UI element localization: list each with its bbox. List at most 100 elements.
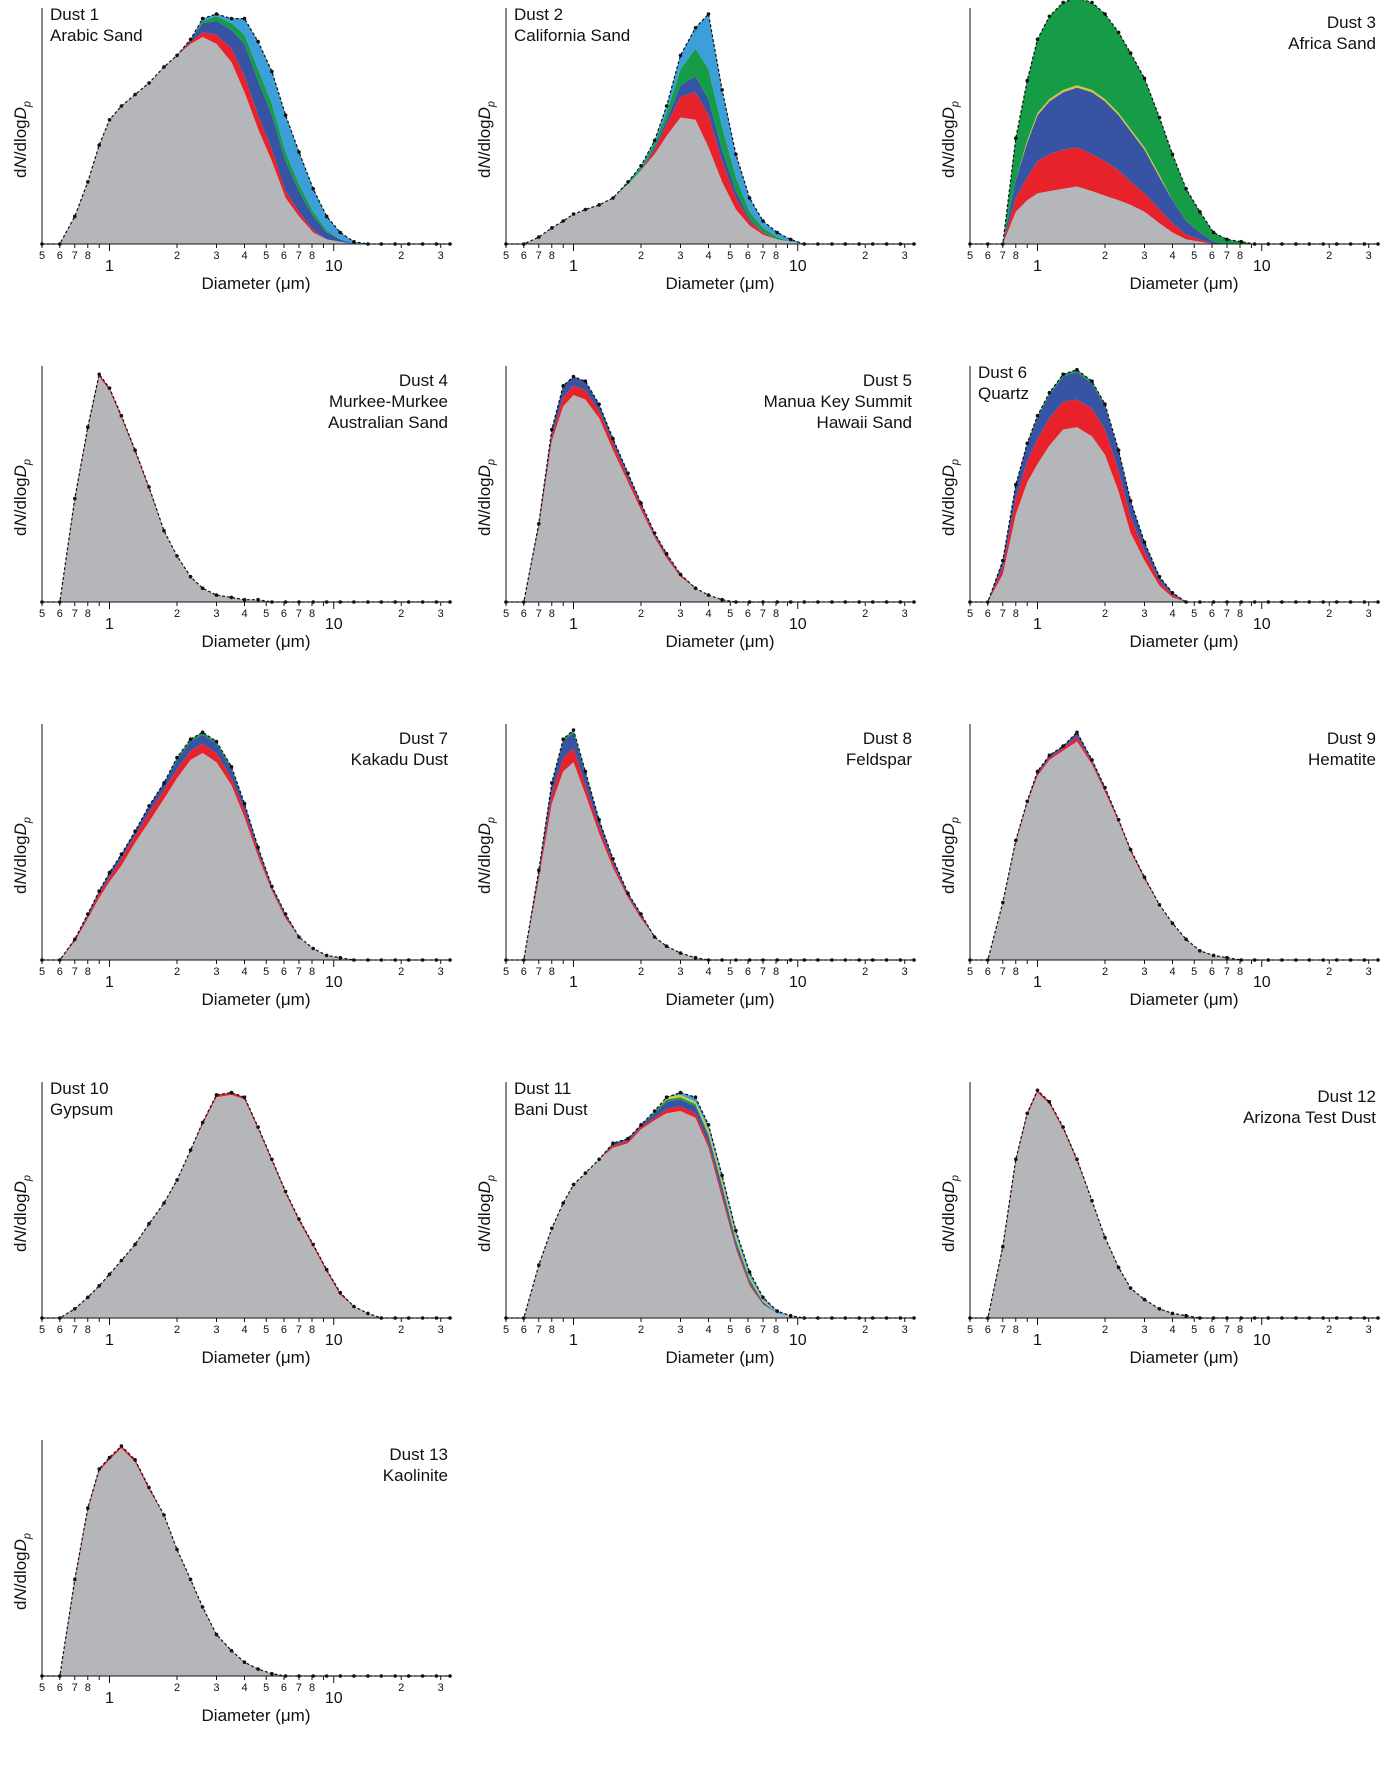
data-point	[1142, 76, 1147, 81]
area-layer-lightblue	[506, 14, 914, 244]
data-point	[626, 1136, 630, 1141]
x-tick-label: 4	[1169, 250, 1175, 262]
data-point	[188, 37, 193, 42]
x-tick-label: 3	[438, 1324, 444, 1336]
data-point	[1128, 847, 1133, 852]
x-tick-label: 2	[862, 250, 868, 262]
x-tick-label: 4	[1169, 966, 1175, 978]
x-tick-label: 2	[174, 966, 180, 978]
x-tick-label: 6	[745, 608, 751, 620]
data-point	[147, 81, 151, 85]
data-point	[1061, 744, 1065, 748]
data-point	[256, 845, 260, 850]
data-point	[1116, 817, 1121, 822]
x-tick-label: 3	[902, 1324, 908, 1336]
chart-panel-dust-8: 5 6 7 8 1 2 3 4 5 6 7 8 10 2 3 Diameter (μm) dN/dlogDp Du…	[464, 716, 930, 1056]
x-tick-label: 7	[72, 1324, 78, 1336]
x-tick-label: 5	[503, 250, 509, 262]
x-tick-label: 4	[705, 1324, 711, 1336]
data-point	[175, 554, 179, 558]
x-tick-label: 8	[1237, 966, 1243, 978]
data-point	[1025, 799, 1029, 804]
x-tick-label: 4	[1169, 608, 1175, 620]
x-tick-label: 10	[325, 616, 343, 633]
x-axis-label: Diameter (μm)	[201, 990, 311, 1009]
data-point	[1103, 402, 1107, 406]
data-point	[706, 593, 711, 597]
x-tick-label: 10	[1253, 1332, 1271, 1349]
x-tick-label: 8	[773, 966, 779, 978]
data-point	[1061, 372, 1065, 377]
area-layer-red	[970, 147, 1378, 244]
x-tick-label: 8	[309, 608, 315, 620]
x-tick-label: 7	[72, 966, 78, 978]
x-tick-label: 8	[1013, 1324, 1019, 1336]
data-point	[1001, 900, 1005, 905]
panel-title-line: Dust 1	[50, 5, 100, 24]
data-point	[747, 196, 752, 200]
data-point	[720, 88, 724, 92]
data-point	[97, 1467, 101, 1471]
data-point	[639, 501, 643, 505]
data-point	[1103, 1235, 1107, 1240]
data-point	[119, 104, 124, 108]
data-point	[338, 1290, 343, 1295]
x-tick-label: 4	[705, 966, 711, 978]
x-tick-label: 8	[1237, 608, 1243, 620]
data-point	[912, 958, 916, 962]
panel-title-line: Dust 10	[50, 1079, 109, 1098]
panel-title: Dust 2 California Sand	[514, 4, 630, 46]
x-tick-label: 1	[1033, 1332, 1042, 1349]
x-tick-label: 4	[705, 608, 711, 620]
x-tick-label: 7	[296, 608, 302, 620]
data-point	[912, 600, 916, 604]
x-tick-label: 5	[727, 966, 733, 978]
data-point	[352, 239, 356, 244]
x-tick-label: 2	[1326, 966, 1332, 978]
x-tick-label: 6	[57, 250, 63, 262]
x-tick-label: 8	[549, 966, 555, 978]
data-point	[693, 586, 698, 590]
panel-title: Dust 11 Bani Dust	[514, 1078, 588, 1120]
data-point	[775, 230, 779, 235]
area-layer-base	[42, 753, 450, 960]
x-tick-label: 6	[57, 966, 63, 978]
data-point	[133, 92, 137, 97]
x-tick-label: 1	[1033, 258, 1042, 275]
data-point	[214, 593, 219, 597]
data-point	[175, 755, 179, 760]
x-axis-label: Diameter (μm)	[665, 632, 775, 651]
x-axis-label: Diameter (μm)	[201, 632, 311, 651]
x-tick-label: 6	[985, 608, 991, 620]
data-point	[162, 528, 166, 533]
x-tick-label: 4	[241, 1324, 247, 1336]
x-tick-label: 7	[72, 1682, 78, 1694]
x-tick-label: 3	[438, 250, 444, 262]
area-layer-base	[970, 186, 1378, 244]
data-point	[147, 1221, 151, 1226]
data-point	[107, 1455, 112, 1460]
x-tick-label: 8	[773, 250, 779, 262]
data-point	[1157, 903, 1162, 907]
data-point	[571, 728, 576, 732]
area-layer-base	[506, 395, 914, 602]
data-point	[1047, 14, 1052, 19]
x-tick-label: 2	[398, 966, 404, 978]
x-axis-label: Diameter (μm)	[201, 1348, 311, 1367]
x-axis-label: Diameter (μm)	[1129, 1348, 1239, 1367]
data-point	[1075, 1157, 1079, 1162]
x-tick-label: 3	[438, 608, 444, 620]
x-tick-label: 2	[1102, 608, 1108, 620]
x-tick-label: 6	[281, 966, 287, 978]
x-tick-label: 6	[1209, 250, 1215, 262]
data-point	[270, 1157, 274, 1162]
data-point	[229, 765, 234, 769]
area-layer-red	[506, 92, 914, 244]
data-point	[1047, 753, 1052, 758]
data-point	[1128, 499, 1133, 503]
x-tick-label: 3	[1366, 250, 1372, 262]
data-point	[1075, 730, 1079, 735]
x-tick-label: 5	[1191, 250, 1197, 262]
x-tick-label: 2	[174, 608, 180, 620]
